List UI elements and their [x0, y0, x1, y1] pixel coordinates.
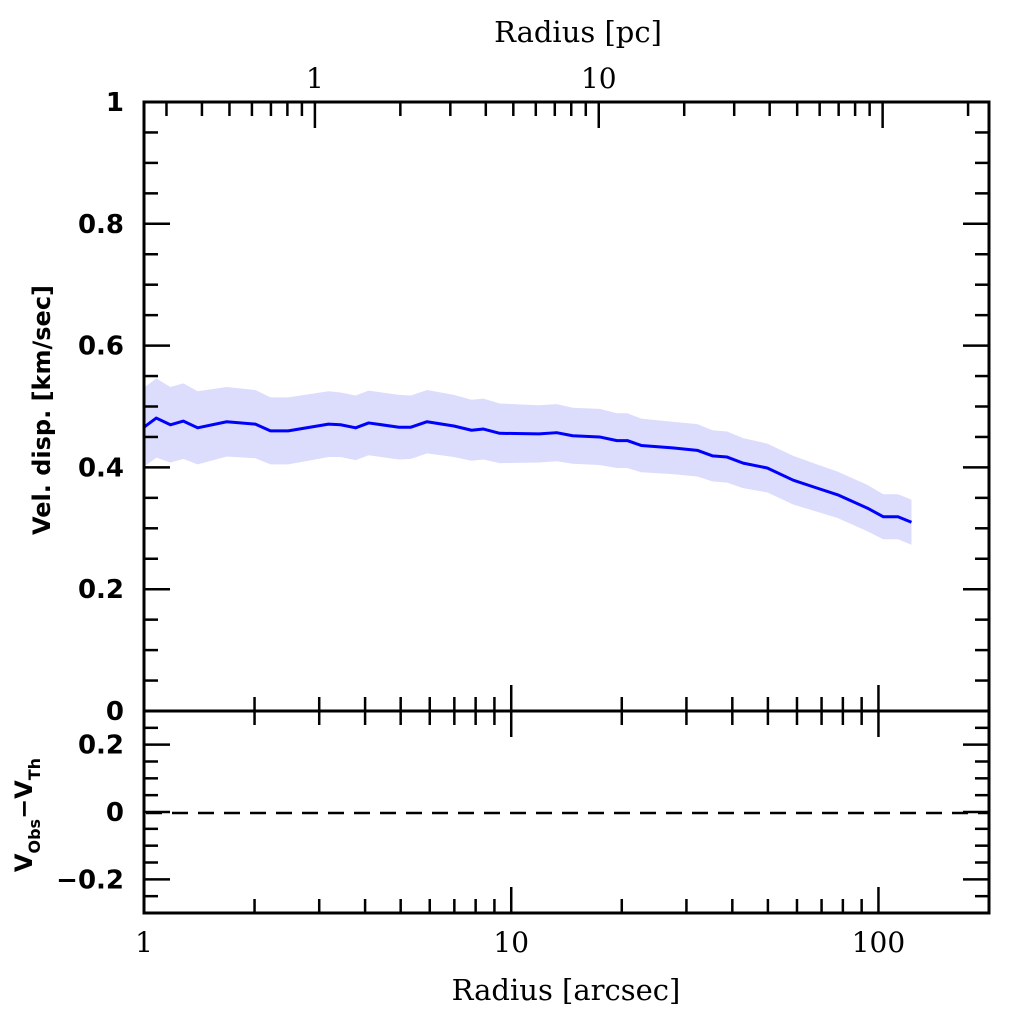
residual-y-axis-title: VObs−VTh — [10, 758, 44, 872]
residual-y-tick-label: 0.2 — [78, 731, 124, 761]
y-tick-label: 1 — [106, 88, 124, 118]
x-tick-label: 100 — [852, 926, 905, 959]
ylabel-minus-v: −V — [10, 780, 38, 819]
x-tick-label: 1 — [135, 926, 153, 959]
top-x-tick-label: 1 — [306, 62, 324, 95]
top-x-axis-title: Radius [pc] — [494, 15, 662, 49]
y-tick-label: 0.2 — [78, 575, 124, 605]
error-band-group — [144, 378, 912, 545]
y-axis-title: Vel. disp. [km/sec] — [28, 285, 56, 535]
residual-panel-frame — [142, 709, 991, 915]
axis-ticks — [142, 100, 991, 915]
top-x-tick-label: 10 — [581, 62, 617, 95]
tick-labels: 0 0.2 0.4 0.6 0.8 1 −0.2 0 0.2 1 10 100 1 10 — [56, 62, 905, 959]
velocity-dispersion-line — [143, 416, 913, 524]
data-line-group — [143, 416, 913, 524]
y-tick-label: 0.4 — [78, 453, 124, 483]
y-tick-label: 0.8 — [78, 210, 124, 240]
residual-y-tick-label: −0.2 — [56, 865, 124, 895]
residual-y-tick-label: 0 — [106, 798, 124, 828]
ylabel-sub-obs: Obs — [25, 819, 44, 854]
x-tick-label: 10 — [493, 926, 529, 959]
ylabel-sub-th: Th — [25, 758, 44, 780]
error-band — [144, 378, 912, 545]
ylabel-v: V — [10, 853, 38, 872]
y-tick-label: 0 — [106, 697, 124, 727]
y-tick-label: 0.6 — [78, 332, 124, 362]
x-axis-title: Radius [arcsec] — [452, 973, 681, 1007]
